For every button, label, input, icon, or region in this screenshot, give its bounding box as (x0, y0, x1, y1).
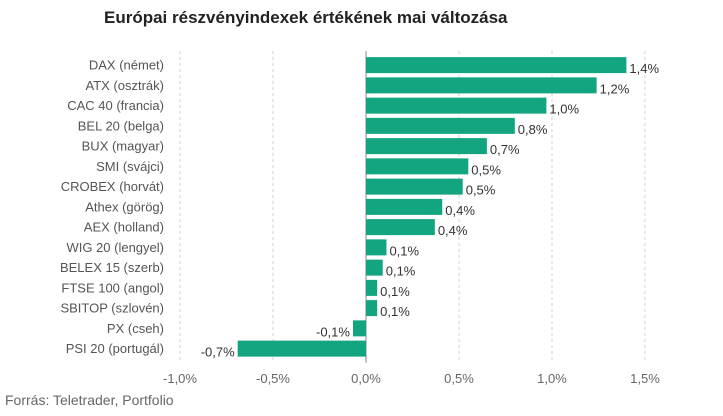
value-label: -0,1% (316, 324, 350, 339)
category-label: SMI (svájci) (96, 159, 164, 174)
bar (366, 117, 515, 134)
bar (237, 340, 366, 357)
value-label: 0,7% (490, 142, 520, 157)
category-label: CROBEX (horvát) (61, 179, 164, 194)
bar (366, 198, 443, 215)
value-label: 0,1% (386, 264, 416, 279)
value-label: 1,0% (549, 102, 579, 117)
value-label: -0,7% (201, 345, 235, 360)
category-label: SBITOP (szlovén) (60, 301, 164, 316)
category-label: Athex (görög) (85, 199, 164, 214)
value-label: 1,4% (629, 61, 659, 76)
category-label: BELEX 15 (szerb) (60, 260, 164, 275)
bar (366, 239, 387, 256)
value-label: 0,4% (445, 203, 475, 218)
category-label: AEX (holland) (84, 220, 164, 235)
category-label: PX (cseh) (107, 321, 164, 336)
chart-title: Európai részvényindexek értékének mai vá… (104, 8, 508, 27)
bar (352, 320, 366, 337)
bar (366, 158, 469, 175)
bar (366, 219, 435, 236)
category-label: PSI 20 (portugál) (66, 341, 164, 356)
value-label: 0,4% (438, 223, 468, 238)
value-label: 0,5% (466, 183, 496, 198)
category-label: WIG 20 (lengyel) (66, 240, 164, 255)
category-label: BUX (magyar) (82, 139, 164, 154)
value-label: 0,1% (380, 284, 410, 299)
bar (366, 97, 547, 114)
bar (366, 138, 487, 155)
category-label: FTSE 100 (angol) (61, 280, 164, 295)
bar (366, 259, 383, 276)
x-tick-label: 0,0% (351, 371, 381, 386)
source-note: Forrás: Teletrader, Portfolio (5, 392, 174, 408)
bar (366, 57, 627, 74)
bars (237, 57, 627, 357)
value-label: 0,5% (471, 162, 501, 177)
x-tick-label: 1,5% (630, 371, 660, 386)
value-label: 0,1% (380, 304, 410, 319)
bar (366, 300, 378, 317)
category-label: ATX (osztrák) (86, 78, 165, 93)
bar (366, 279, 378, 296)
bar (366, 77, 597, 94)
category-label: CAC 40 (francia) (67, 98, 164, 113)
x-tick-label: -1,0% (163, 371, 197, 386)
x-tick-label: 1,0% (537, 371, 567, 386)
x-tick-label: 0,5% (444, 371, 474, 386)
category-label: BEL 20 (belga) (78, 118, 164, 133)
bar (366, 178, 463, 195)
value-label: 0,1% (389, 243, 419, 258)
x-tick-label: -0,5% (256, 371, 290, 386)
labels: -1,0% -0,5% 0,0% 0,5% 1,0% 1,5% DAX (német) 1,4… (60, 58, 660, 386)
category-label: DAX (német) (89, 58, 164, 73)
value-label: 0,8% (518, 122, 548, 137)
value-label: 1,2% (600, 81, 630, 96)
